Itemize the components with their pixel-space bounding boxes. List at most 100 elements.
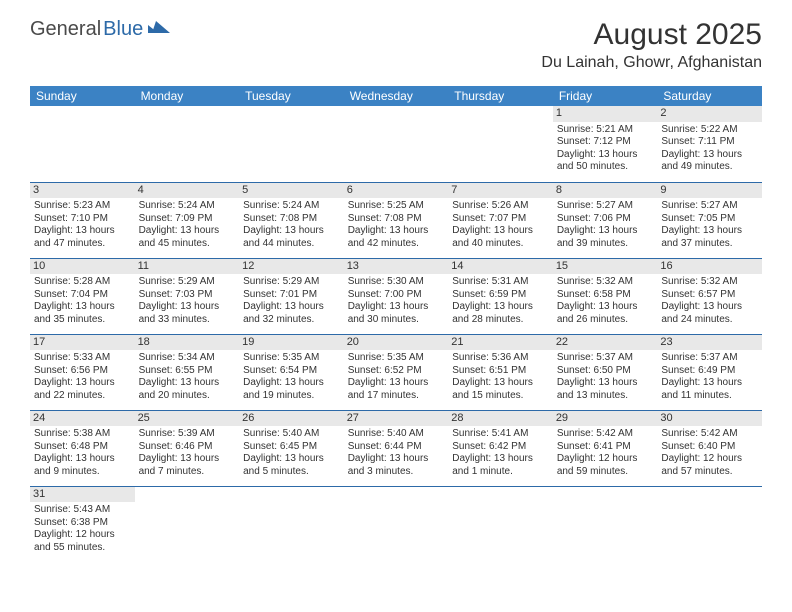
- cell-sunset: Sunset: 7:10 PM: [34, 213, 131, 226]
- calendar-cell: 18Sunrise: 5:34 AMSunset: 6:55 PMDayligh…: [135, 334, 240, 410]
- cell-day2: and 20 minutes.: [139, 390, 236, 403]
- cell-sunset: Sunset: 6:48 PM: [34, 441, 131, 454]
- cell-day1: Daylight: 13 hours: [243, 453, 340, 466]
- cell-sunrise: Sunrise: 5:29 AM: [139, 276, 236, 289]
- calendar-cell: 28Sunrise: 5:41 AMSunset: 6:42 PMDayligh…: [448, 410, 553, 486]
- cell-day2: and 13 minutes.: [557, 390, 654, 403]
- cell-sunrise: Sunrise: 5:38 AM: [34, 428, 131, 441]
- day-header: Friday: [553, 86, 658, 106]
- cell-sunrise: Sunrise: 5:35 AM: [243, 352, 340, 365]
- cell-day1: Daylight: 13 hours: [34, 301, 131, 314]
- day-number: 8: [553, 183, 658, 199]
- day-number: 28: [448, 411, 553, 427]
- cell-sunset: Sunset: 6:54 PM: [243, 365, 340, 378]
- day-number: 29: [553, 411, 658, 427]
- day-number: 22: [553, 335, 658, 351]
- cell-sunrise: Sunrise: 5:43 AM: [34, 504, 131, 517]
- cell-day2: and 42 minutes.: [348, 238, 445, 251]
- month-title: August 2025: [541, 18, 762, 52]
- day-header: Wednesday: [344, 86, 449, 106]
- calendar-cell: 24Sunrise: 5:38 AMSunset: 6:48 PMDayligh…: [30, 410, 135, 486]
- brand-logo: General Blue: [30, 18, 170, 41]
- cell-day1: Daylight: 12 hours: [34, 529, 131, 542]
- cell-sunset: Sunset: 6:51 PM: [452, 365, 549, 378]
- cell-day1: Daylight: 13 hours: [139, 377, 236, 390]
- day-number: 31: [30, 487, 135, 503]
- cell-day1: Daylight: 13 hours: [557, 149, 654, 162]
- day-number: 11: [135, 259, 240, 275]
- calendar-row: 24Sunrise: 5:38 AMSunset: 6:48 PMDayligh…: [30, 410, 762, 486]
- cell-sunset: Sunset: 7:06 PM: [557, 213, 654, 226]
- cell-day1: Daylight: 12 hours: [557, 453, 654, 466]
- cell-day2: and 30 minutes.: [348, 314, 445, 327]
- cell-day2: and 22 minutes.: [34, 390, 131, 403]
- cell-day1: Daylight: 13 hours: [661, 225, 758, 238]
- calendar-row: 31Sunrise: 5:43 AMSunset: 6:38 PMDayligh…: [30, 486, 762, 562]
- cell-sunset: Sunset: 6:46 PM: [139, 441, 236, 454]
- calendar-cell: [344, 486, 449, 562]
- cell-sunset: Sunset: 6:40 PM: [661, 441, 758, 454]
- calendar-cell: 14Sunrise: 5:31 AMSunset: 6:59 PMDayligh…: [448, 258, 553, 334]
- cell-sunrise: Sunrise: 5:26 AM: [452, 200, 549, 213]
- day-header: Saturday: [657, 86, 762, 106]
- day-number: 30: [657, 411, 762, 427]
- day-number: 7: [448, 183, 553, 199]
- cell-sunrise: Sunrise: 5:41 AM: [452, 428, 549, 441]
- day-number: 12: [239, 259, 344, 275]
- calendar-cell: 4Sunrise: 5:24 AMSunset: 7:09 PMDaylight…: [135, 182, 240, 258]
- day-number: 9: [657, 183, 762, 199]
- cell-sunset: Sunset: 7:12 PM: [557, 136, 654, 149]
- calendar-cell: 27Sunrise: 5:40 AMSunset: 6:44 PMDayligh…: [344, 410, 449, 486]
- cell-day2: and 57 minutes.: [661, 466, 758, 479]
- calendar-cell: 20Sunrise: 5:35 AMSunset: 6:52 PMDayligh…: [344, 334, 449, 410]
- cell-sunrise: Sunrise: 5:34 AM: [139, 352, 236, 365]
- brand-part1: General: [30, 18, 101, 41]
- cell-sunrise: Sunrise: 5:42 AM: [661, 428, 758, 441]
- calendar-row: 1Sunrise: 5:21 AMSunset: 7:12 PMDaylight…: [30, 106, 762, 182]
- cell-sunrise: Sunrise: 5:37 AM: [661, 352, 758, 365]
- cell-sunrise: Sunrise: 5:24 AM: [243, 200, 340, 213]
- calendar-row: 10Sunrise: 5:28 AMSunset: 7:04 PMDayligh…: [30, 258, 762, 334]
- cell-sunset: Sunset: 6:55 PM: [139, 365, 236, 378]
- cell-sunset: Sunset: 7:00 PM: [348, 289, 445, 302]
- cell-day2: and 15 minutes.: [452, 390, 549, 403]
- cell-day1: Daylight: 13 hours: [348, 453, 445, 466]
- cell-sunrise: Sunrise: 5:35 AM: [348, 352, 445, 365]
- cell-day1: Daylight: 13 hours: [243, 225, 340, 238]
- cell-day2: and 40 minutes.: [452, 238, 549, 251]
- calendar-cell: 9Sunrise: 5:27 AMSunset: 7:05 PMDaylight…: [657, 182, 762, 258]
- day-number: 4: [135, 183, 240, 199]
- cell-sunrise: Sunrise: 5:27 AM: [557, 200, 654, 213]
- day-number: 26: [239, 411, 344, 427]
- brand-part2: Blue: [103, 18, 143, 41]
- calendar-cell: 22Sunrise: 5:37 AMSunset: 6:50 PMDayligh…: [553, 334, 658, 410]
- day-header-row: SundayMondayTuesdayWednesdayThursdayFrid…: [30, 86, 762, 106]
- cell-day2: and 49 minutes.: [661, 161, 758, 174]
- calendar-body: 1Sunrise: 5:21 AMSunset: 7:12 PMDaylight…: [30, 106, 762, 562]
- cell-day1: Daylight: 13 hours: [348, 225, 445, 238]
- day-number: 21: [448, 335, 553, 351]
- calendar-cell: 8Sunrise: 5:27 AMSunset: 7:06 PMDaylight…: [553, 182, 658, 258]
- cell-sunset: Sunset: 6:42 PM: [452, 441, 549, 454]
- cell-sunset: Sunset: 6:58 PM: [557, 289, 654, 302]
- cell-sunset: Sunset: 6:44 PM: [348, 441, 445, 454]
- cell-day2: and 28 minutes.: [452, 314, 549, 327]
- title-block: August 2025 Du Lainah, Ghowr, Afghanista…: [541, 18, 762, 72]
- day-number: 27: [344, 411, 449, 427]
- cell-day1: Daylight: 12 hours: [661, 453, 758, 466]
- cell-sunrise: Sunrise: 5:40 AM: [243, 428, 340, 441]
- day-header: Thursday: [448, 86, 553, 106]
- cell-sunrise: Sunrise: 5:39 AM: [139, 428, 236, 441]
- cell-day2: and 24 minutes.: [661, 314, 758, 327]
- calendar-cell: 21Sunrise: 5:36 AMSunset: 6:51 PMDayligh…: [448, 334, 553, 410]
- cell-day1: Daylight: 13 hours: [34, 225, 131, 238]
- cell-day1: Daylight: 13 hours: [348, 301, 445, 314]
- location-text: Du Lainah, Ghowr, Afghanistan: [541, 54, 762, 72]
- cell-day2: and 35 minutes.: [34, 314, 131, 327]
- cell-day1: Daylight: 13 hours: [557, 377, 654, 390]
- cell-sunrise: Sunrise: 5:28 AM: [34, 276, 131, 289]
- cell-day1: Daylight: 13 hours: [452, 301, 549, 314]
- cell-sunrise: Sunrise: 5:22 AM: [661, 124, 758, 137]
- day-number: 18: [135, 335, 240, 351]
- cell-sunset: Sunset: 7:08 PM: [348, 213, 445, 226]
